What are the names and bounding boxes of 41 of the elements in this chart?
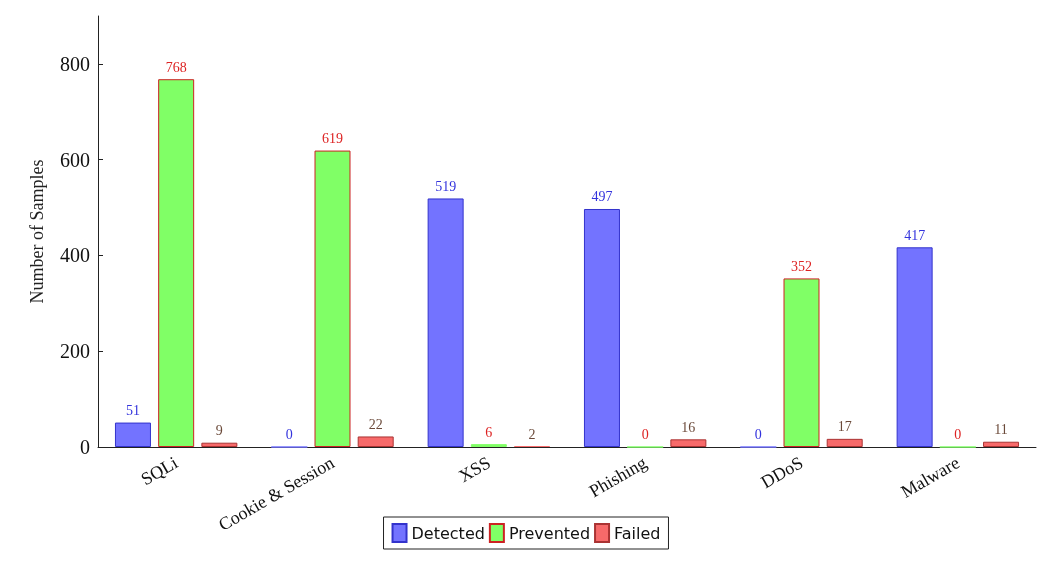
data-label: 0 — [285, 427, 293, 442]
bar — [670, 439, 707, 447]
bar — [114, 422, 151, 447]
bar — [314, 150, 351, 447]
bar — [826, 438, 863, 447]
data-label: 497 — [591, 189, 613, 205]
bar — [158, 79, 195, 447]
y-tick-label: 800 — [60, 52, 90, 75]
legend-label: Detected — [411, 523, 485, 543]
x-tick-label: SQLi — [137, 452, 182, 490]
x-tick-label: XSS — [455, 452, 494, 487]
y-tick-label: 400 — [60, 244, 90, 267]
legend-label: Prevented — [508, 523, 591, 543]
data-label: 519 — [435, 178, 457, 194]
data-label: 619 — [322, 131, 343, 147]
data-label: 768 — [165, 59, 187, 75]
data-label: 51 — [125, 403, 140, 419]
bar — [983, 441, 1020, 447]
data-label: 2 — [528, 426, 536, 442]
data-label: 0 — [641, 427, 649, 442]
bar — [201, 442, 238, 447]
data-label: 352 — [791, 258, 812, 274]
data-label: 16 — [681, 419, 696, 435]
bar — [896, 247, 933, 447]
data-label: 417 — [904, 227, 926, 243]
y-axis-title: Number of Samples — [27, 159, 47, 304]
bar — [783, 278, 820, 447]
data-label: 6 — [485, 424, 493, 440]
data-label: 0 — [754, 427, 762, 442]
bar — [357, 436, 394, 447]
y-tick-label: 200 — [60, 340, 90, 363]
legend-label: Failed — [614, 523, 661, 543]
y-tick-label: 600 — [60, 148, 90, 171]
data-label: 17 — [837, 419, 852, 435]
bar — [427, 198, 464, 447]
data-label: 22 — [368, 416, 383, 432]
bar — [583, 208, 620, 447]
data-label: 9 — [215, 423, 223, 439]
data-label: 11 — [994, 422, 1008, 438]
y-tick-label: 0 — [80, 436, 90, 458]
data-label: 0 — [954, 427, 962, 442]
